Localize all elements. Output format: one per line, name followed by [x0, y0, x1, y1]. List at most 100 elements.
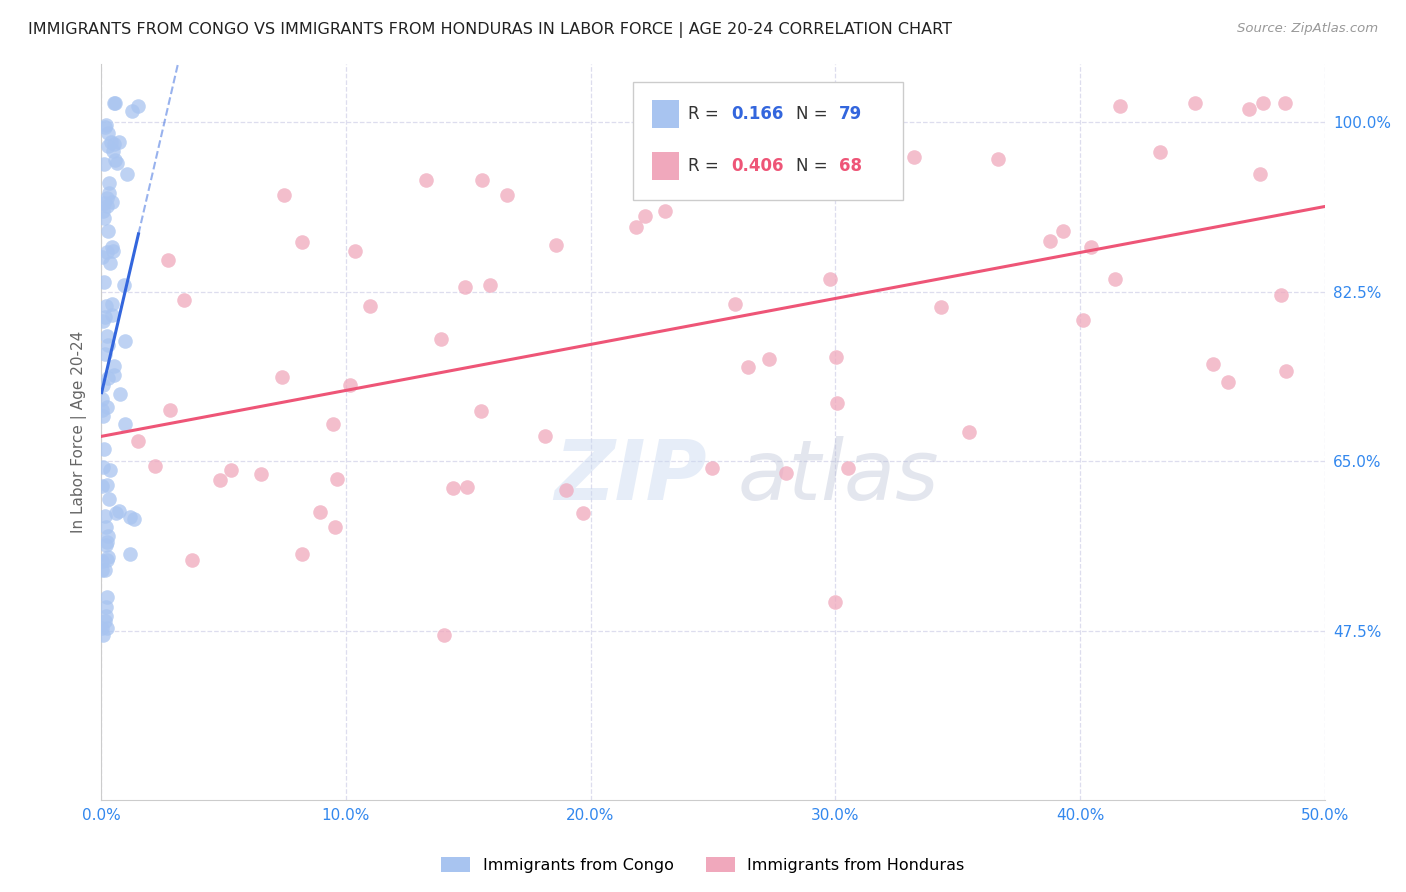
Point: [101, 194, 124, 209]
Point: [173, 293, 195, 308]
Point: [90, 479, 112, 493]
Point: [103, 368, 125, 383]
Point: [1071, 313, 1094, 327]
Point: [828, 175, 851, 189]
Point: [93, 409, 115, 423]
Point: [624, 220, 647, 235]
Point: [108, 135, 131, 149]
Point: [103, 95, 125, 110]
Point: [103, 359, 125, 374]
Point: [108, 387, 131, 401]
Text: ZIP: ZIP: [554, 436, 706, 516]
Point: [471, 173, 494, 187]
Point: [1201, 357, 1223, 371]
Point: [103, 136, 125, 151]
Text: Source: ZipAtlas.com: Source: ZipAtlas.com: [1237, 22, 1378, 36]
Point: [117, 168, 139, 182]
Point: [93, 196, 115, 211]
Point: [842, 128, 865, 142]
Point: [114, 334, 136, 349]
Point: [97, 186, 120, 200]
Point: [94, 120, 117, 134]
Point: [96, 401, 118, 415]
Point: [987, 152, 1010, 166]
Point: [533, 429, 555, 443]
Text: atlas: atlas: [737, 436, 939, 516]
Point: [90, 553, 112, 567]
Point: [929, 300, 952, 314]
Bar: [652, 152, 679, 179]
Point: [1108, 99, 1130, 113]
Point: [143, 458, 166, 473]
Point: [326, 472, 349, 486]
Point: [93, 614, 115, 628]
Point: [121, 103, 143, 118]
Point: [323, 520, 346, 534]
Point: [271, 370, 294, 384]
Point: [96, 478, 118, 492]
Point: [101, 244, 124, 258]
Point: [91, 628, 114, 642]
Text: 68: 68: [839, 157, 862, 175]
Point: [209, 473, 232, 487]
Point: [118, 547, 141, 561]
Point: [114, 417, 136, 431]
Point: [1216, 375, 1239, 389]
Point: [731, 150, 754, 164]
Point: [93, 442, 115, 456]
Point: [273, 188, 295, 202]
Text: 0.406: 0.406: [731, 157, 783, 175]
Point: [479, 277, 502, 292]
Point: [758, 352, 780, 367]
Point: [1237, 103, 1260, 117]
Point: [634, 209, 657, 223]
Point: [1274, 95, 1296, 110]
Point: [157, 252, 180, 267]
Point: [456, 480, 478, 494]
Point: [91, 250, 114, 264]
Point: [96, 199, 118, 213]
Point: [94, 310, 117, 324]
Point: [94, 599, 117, 614]
Legend: Immigrants from Congo, Immigrants from Honduras: Immigrants from Congo, Immigrants from H…: [434, 851, 972, 880]
Point: [96, 245, 118, 260]
Point: [495, 187, 517, 202]
Point: [1149, 145, 1171, 160]
Point: [724, 297, 747, 311]
Point: [441, 482, 464, 496]
Point: [127, 434, 149, 449]
Point: [454, 280, 477, 294]
Point: [546, 237, 568, 252]
Point: [94, 299, 117, 313]
Point: [90, 392, 112, 406]
Text: R =: R =: [689, 105, 724, 123]
Point: [90, 563, 112, 577]
Point: [100, 297, 122, 311]
Point: [1052, 224, 1074, 238]
Text: IMMIGRANTS FROM CONGO VS IMMIGRANTS FROM HONDURAS IN LABOR FORCE | AGE 20-24 COR: IMMIGRANTS FROM CONGO VS IMMIGRANTS FROM…: [28, 22, 952, 38]
Point: [97, 529, 120, 543]
Point: [104, 506, 127, 520]
Point: [97, 371, 120, 385]
Point: [93, 211, 115, 225]
Point: [93, 347, 115, 361]
Point: [93, 276, 115, 290]
Point: [105, 156, 128, 170]
Point: [98, 462, 121, 476]
Y-axis label: In Labor Force | Age 20-24: In Labor Force | Age 20-24: [72, 331, 87, 533]
Text: 0.166: 0.166: [731, 105, 783, 123]
Point: [1251, 95, 1274, 110]
Point: [957, 425, 980, 440]
Point: [96, 590, 118, 604]
Point: [98, 491, 121, 506]
Point: [700, 461, 723, 475]
Point: [1184, 95, 1206, 110]
Point: [103, 145, 125, 159]
Point: [825, 350, 848, 364]
Point: [1249, 167, 1271, 181]
Point: [775, 466, 797, 480]
Point: [322, 417, 344, 432]
Point: [763, 171, 786, 186]
Point: [97, 550, 120, 565]
Point: [221, 463, 243, 477]
